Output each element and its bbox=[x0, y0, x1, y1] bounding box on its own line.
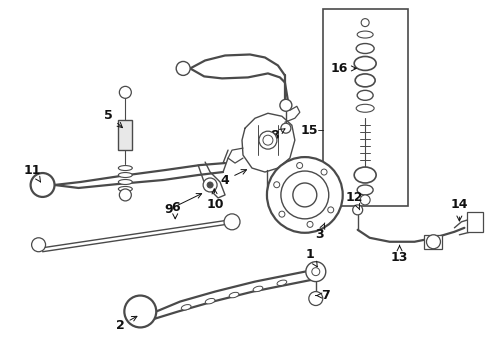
Circle shape bbox=[309, 292, 323, 306]
Text: 8: 8 bbox=[270, 129, 285, 142]
Text: 4: 4 bbox=[220, 170, 246, 186]
Text: 7: 7 bbox=[316, 289, 330, 302]
Ellipse shape bbox=[354, 167, 376, 183]
Text: 10: 10 bbox=[206, 189, 224, 211]
Ellipse shape bbox=[119, 180, 132, 184]
Text: 5: 5 bbox=[104, 109, 122, 128]
Circle shape bbox=[207, 182, 213, 188]
Ellipse shape bbox=[205, 298, 215, 304]
Ellipse shape bbox=[357, 185, 373, 195]
Circle shape bbox=[321, 169, 327, 175]
Bar bbox=[424, 235, 442, 249]
Ellipse shape bbox=[354, 57, 376, 71]
Circle shape bbox=[120, 189, 131, 201]
Circle shape bbox=[360, 195, 370, 205]
Circle shape bbox=[296, 162, 303, 168]
Circle shape bbox=[280, 99, 292, 111]
Ellipse shape bbox=[229, 292, 239, 298]
Circle shape bbox=[328, 207, 334, 213]
Text: 15: 15 bbox=[300, 124, 318, 137]
Circle shape bbox=[312, 268, 320, 276]
Ellipse shape bbox=[119, 172, 132, 177]
Ellipse shape bbox=[357, 90, 373, 100]
Ellipse shape bbox=[357, 31, 373, 38]
Text: 14: 14 bbox=[451, 198, 468, 221]
Text: 1: 1 bbox=[305, 248, 317, 267]
Circle shape bbox=[281, 123, 291, 133]
Circle shape bbox=[30, 173, 54, 197]
Text: 9: 9 bbox=[164, 194, 202, 216]
Ellipse shape bbox=[119, 186, 132, 192]
Text: 16: 16 bbox=[331, 62, 356, 75]
Text: 12: 12 bbox=[346, 192, 364, 210]
Bar bbox=[323, 9, 408, 206]
Ellipse shape bbox=[277, 280, 287, 285]
Text: 13: 13 bbox=[391, 246, 408, 264]
Ellipse shape bbox=[356, 44, 374, 54]
Circle shape bbox=[274, 182, 280, 188]
Circle shape bbox=[259, 131, 277, 149]
Circle shape bbox=[203, 178, 217, 192]
Text: 3: 3 bbox=[316, 223, 325, 241]
Circle shape bbox=[224, 214, 240, 230]
Circle shape bbox=[267, 157, 343, 233]
Circle shape bbox=[307, 221, 313, 228]
Circle shape bbox=[176, 62, 190, 75]
Circle shape bbox=[32, 238, 46, 252]
Circle shape bbox=[306, 262, 326, 282]
Circle shape bbox=[281, 171, 329, 219]
Circle shape bbox=[124, 296, 156, 328]
Ellipse shape bbox=[181, 305, 191, 310]
Circle shape bbox=[361, 19, 369, 27]
Circle shape bbox=[353, 205, 363, 215]
Ellipse shape bbox=[119, 166, 132, 171]
Circle shape bbox=[263, 135, 273, 145]
Text: 11: 11 bbox=[24, 163, 41, 182]
Ellipse shape bbox=[253, 286, 263, 292]
Circle shape bbox=[279, 211, 285, 217]
Circle shape bbox=[293, 183, 317, 207]
Bar bbox=[467, 212, 483, 232]
Bar bbox=[119, 120, 132, 150]
Circle shape bbox=[120, 86, 131, 98]
Circle shape bbox=[426, 235, 441, 249]
Text: 2: 2 bbox=[116, 316, 137, 332]
Ellipse shape bbox=[356, 104, 374, 112]
Text: 6: 6 bbox=[171, 201, 179, 219]
Ellipse shape bbox=[355, 74, 375, 87]
